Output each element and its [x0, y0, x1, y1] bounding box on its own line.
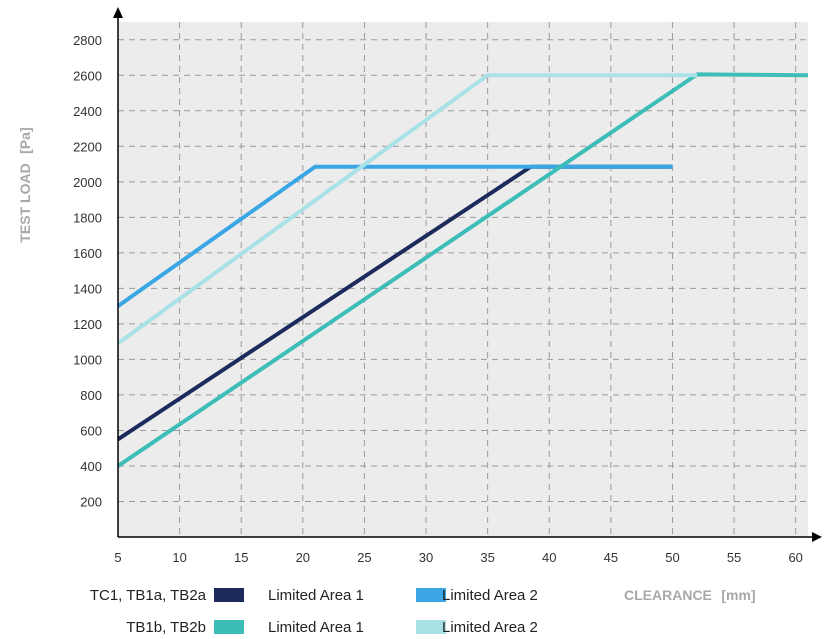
y-tick-label: 1000 — [73, 352, 102, 367]
x-tick-label: 50 — [665, 550, 679, 565]
x-axis-arrow — [812, 532, 822, 542]
x-tick-label: 35 — [480, 550, 494, 565]
y-tick-label: 200 — [80, 494, 102, 509]
legend-swatch — [416, 588, 446, 602]
legend-swatch — [214, 620, 244, 634]
y-tick-label: 400 — [80, 459, 102, 474]
y-tick-label: 2000 — [73, 175, 102, 190]
series-line-4 — [116, 73, 698, 346]
legend-item-label: Limited Area 2 — [442, 619, 538, 636]
x-tick-label: 15 — [234, 550, 248, 565]
axes — [113, 7, 822, 542]
x-tick-label: 60 — [788, 550, 802, 565]
legend-item-label: Limited Area 1 — [268, 619, 364, 636]
x-tick-label: 5 — [114, 550, 121, 565]
x-tick-label: 25 — [357, 550, 371, 565]
tick-labels: 5 10 15 20 25 30 35 40 45 50 55 60 200 400 600 800 1000 1… — [73, 33, 803, 565]
y-tick-label: 1600 — [73, 246, 102, 261]
x-tick-label: 30 — [419, 550, 433, 565]
y-axis-arrow — [113, 7, 123, 18]
y-tick-label: 2400 — [73, 104, 102, 119]
y-tick-label: 1400 — [73, 281, 102, 296]
x-axis-title: CLEARANCE [mm] — [624, 587, 756, 604]
x-tick-label: 20 — [296, 550, 310, 565]
x-tick-label: 10 — [172, 550, 186, 565]
y-axis-title: TEST LOAD [Pa] — [17, 127, 34, 242]
y-tick-label: 2200 — [73, 139, 102, 154]
y-tick-label: 600 — [80, 423, 102, 438]
y-tick-label: 1200 — [73, 317, 102, 332]
legend-swatch — [214, 588, 244, 602]
x-tick-label: 40 — [542, 550, 556, 565]
series-line-2 — [116, 164, 673, 308]
legend-group-label: TB1b, TB2b — [126, 619, 206, 636]
legend-item-label: Limited Area 1 — [268, 587, 364, 604]
x-tick-label: 55 — [727, 550, 741, 565]
series-layer — [116, 72, 809, 468]
legend-group-label: TC1, TB1a, TB2a — [90, 587, 207, 604]
y-tick-label: 800 — [80, 388, 102, 403]
grid — [118, 22, 808, 537]
plot-background — [118, 22, 808, 537]
legend-swatch — [416, 620, 446, 634]
y-tick-label: 2800 — [73, 33, 102, 48]
legend: TC1, TB1a, TB2a Limited Area 1 Limited Are… — [90, 587, 538, 636]
legend-item-label: Limited Area 2 — [442, 587, 538, 604]
x-tick-label: 45 — [604, 550, 618, 565]
y-tick-label: 1800 — [73, 210, 102, 225]
y-tick-label: 2600 — [73, 68, 102, 83]
